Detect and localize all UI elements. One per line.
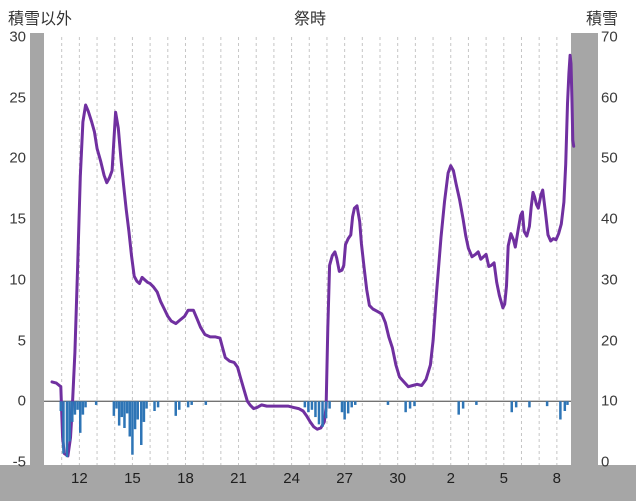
- axis-tick-label: 0: [601, 453, 610, 471]
- bar: [566, 401, 569, 405]
- bar: [128, 401, 132, 437]
- axis-tick-label: 27: [336, 470, 353, 487]
- bar: [153, 401, 156, 411]
- left-axis-title: 積雪以外: [8, 11, 73, 28]
- bar: [386, 401, 390, 405]
- bar: [340, 401, 344, 413]
- bar: [71, 401, 74, 422]
- bar: [186, 401, 190, 408]
- bar: [174, 401, 177, 416]
- axis-tick-label: 70: [601, 28, 618, 46]
- axis-tick-label: 21: [230, 470, 247, 487]
- axis-tick-label: 60: [601, 89, 618, 107]
- axis-tick-label: 40: [601, 210, 618, 228]
- right-panel: [571, 33, 598, 501]
- axis-tick-label: 30: [601, 271, 618, 289]
- bar: [310, 401, 314, 410]
- axis-tick-label: 0: [17, 392, 26, 410]
- bar: [204, 401, 208, 405]
- bar: [59, 401, 63, 411]
- bar: [68, 401, 71, 442]
- bar: [131, 401, 134, 455]
- bar: [514, 401, 518, 408]
- bar: [84, 401, 87, 408]
- bar: [125, 401, 129, 414]
- bar: [303, 401, 307, 408]
- bar: [545, 401, 549, 407]
- line-series: [50, 53, 576, 458]
- axis-tick-label: 10: [601, 392, 618, 410]
- left-panel: [30, 33, 44, 501]
- bottom-panel: [0, 465, 636, 501]
- axis-tick-label: 8: [552, 470, 562, 487]
- axis-tick-label: 5: [499, 470, 508, 487]
- bar: [76, 401, 79, 410]
- bar: [62, 401, 65, 454]
- bar: [307, 401, 310, 413]
- bar: [178, 401, 181, 410]
- bar: [136, 401, 139, 420]
- bar: [404, 401, 407, 413]
- bar: [528, 401, 531, 408]
- axis-tick-label: 30: [389, 470, 407, 487]
- bar: [112, 401, 116, 416]
- bar: [321, 401, 324, 427]
- axis-tick-label: 5: [17, 332, 26, 350]
- bar: [94, 401, 98, 405]
- bar: [133, 401, 137, 430]
- bar: [461, 401, 465, 409]
- axis-tick-label: -5: [12, 453, 26, 471]
- axis-tick-label: 12: [71, 470, 88, 487]
- bar: [353, 401, 357, 405]
- bar: [117, 401, 121, 426]
- bar: [328, 401, 331, 409]
- left-axis-ticks: 30 25 20 15 10 5 0 -5: [0, 0, 27, 501]
- bar: [563, 401, 567, 411]
- chart-title: 祭時: [293, 11, 327, 28]
- bar: [346, 401, 350, 414]
- bar: [413, 401, 416, 407]
- bar: [343, 401, 346, 420]
- bar: [73, 401, 77, 415]
- bar: [79, 401, 82, 433]
- bar: [65, 401, 69, 458]
- bar: [123, 401, 126, 428]
- right-axis-title: 積雪: [585, 11, 618, 28]
- axis-tick-label: 20: [9, 149, 26, 167]
- bar: [142, 401, 146, 422]
- axis-tick-label: 10: [9, 271, 26, 289]
- axis-tick-label: 2: [446, 470, 455, 487]
- bar: [115, 401, 118, 409]
- bar: [510, 401, 514, 413]
- axis-tick-label: 18: [177, 470, 194, 487]
- bar: [457, 401, 460, 415]
- bar: [350, 401, 353, 408]
- bar: [190, 401, 193, 405]
- bar: [475, 401, 478, 405]
- bar: [140, 401, 143, 445]
- bar: [145, 401, 148, 409]
- axis-tick-label: 15: [9, 210, 26, 228]
- bar: [156, 401, 160, 408]
- axis-tick-label: 24: [283, 470, 300, 487]
- bar: [81, 401, 85, 415]
- right-axis-ticks: 70 60 50 40 30 20 10 0: [601, 0, 636, 501]
- bar: [314, 401, 317, 418]
- axis-tick-label: 25: [9, 89, 26, 107]
- bar: [324, 401, 328, 419]
- axis-tick-label: 15: [124, 470, 141, 487]
- bar: [408, 401, 412, 409]
- bar: [120, 401, 124, 418]
- bar: [317, 401, 321, 425]
- bar: [559, 401, 562, 420]
- axis-tick-label: 30: [9, 28, 26, 46]
- axis-tick-label: 50: [601, 149, 618, 167]
- axis-tick-label: 20: [601, 332, 618, 350]
